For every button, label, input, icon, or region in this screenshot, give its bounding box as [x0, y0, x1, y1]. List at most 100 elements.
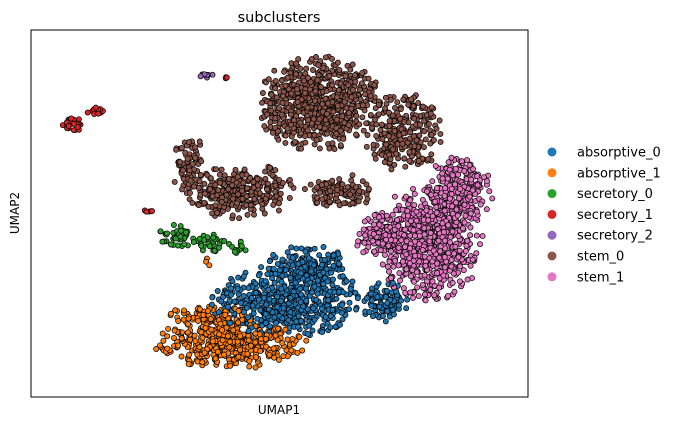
point-stem_0 [333, 116, 340, 123]
point-absorptive_0 [382, 318, 389, 325]
point-stem_0 [356, 121, 363, 128]
point-stem_1 [449, 172, 456, 179]
point-absorptive_0 [307, 279, 314, 286]
point-stem_0 [267, 100, 274, 107]
point-absorptive_0 [382, 294, 389, 300]
point-stem_1 [449, 280, 456, 286]
point-absorptive_0 [226, 297, 233, 304]
legend-label-absorptive_1: absorptive_1 [577, 166, 661, 181]
point-absorptive_1 [165, 325, 172, 332]
point-absorptive_1 [280, 353, 287, 360]
point-stem_0 [400, 130, 407, 137]
point-absorptive_1 [222, 311, 229, 318]
point-absorptive_0 [343, 278, 350, 285]
point-stem_1 [415, 293, 422, 300]
point-stem_1 [396, 270, 403, 277]
point-stem_1 [388, 248, 394, 255]
point-absorptive_0 [311, 245, 318, 252]
point-stem_1 [424, 188, 430, 195]
point-absorptive_0 [337, 321, 343, 328]
point-absorptive_0 [289, 254, 296, 261]
point-stem_0 [315, 72, 322, 79]
point-stem_1 [429, 258, 436, 265]
point-absorptive_0 [280, 305, 287, 312]
point-stem_1 [449, 228, 456, 235]
point-stem_0 [322, 95, 329, 102]
point-absorptive_1 [303, 337, 310, 344]
point-stem_0 [304, 104, 311, 111]
point-stem_0 [314, 77, 321, 84]
point-stem_0 [437, 130, 444, 137]
point-stem_1 [448, 256, 455, 263]
point-stem_0 [382, 94, 389, 101]
point-stem_0 [367, 111, 374, 118]
point-absorptive_0 [330, 263, 337, 269]
point-absorptive_0 [306, 322, 313, 329]
point-stem_0 [287, 181, 294, 188]
point-stem_1 [407, 245, 413, 252]
point-absorptive_0 [398, 297, 405, 304]
point-stem_1 [395, 244, 402, 251]
point-absorptive_0 [245, 314, 252, 321]
point-absorptive_0 [225, 304, 231, 310]
point-stem_1 [454, 212, 461, 219]
point-stem_0 [352, 184, 359, 191]
point-stem_0 [292, 71, 299, 78]
point-stem_1 [429, 213, 436, 220]
point-stem_0 [344, 184, 351, 191]
point-stem_1 [441, 192, 448, 199]
point-stem_1 [473, 208, 480, 215]
point-absorptive_1 [289, 336, 296, 343]
point-stem_0 [349, 200, 356, 207]
point-stem_1 [382, 251, 388, 258]
point-absorptive_1 [217, 320, 224, 327]
point-stem_0 [330, 108, 337, 115]
point-absorptive_0 [403, 305, 410, 312]
point-stem_1 [444, 175, 451, 182]
point-stem_0 [385, 133, 392, 140]
point-stem_1 [429, 178, 436, 185]
point-stem_0 [269, 129, 276, 136]
point-absorptive_0 [269, 275, 276, 282]
point-stem_1 [428, 191, 435, 198]
point-absorptive_0 [297, 285, 304, 292]
point-stem_0 [233, 179, 240, 186]
point-stem_1 [468, 176, 475, 183]
point-stem_0 [308, 120, 315, 127]
point-absorptive_0 [269, 309, 276, 316]
point-absorptive_1 [192, 338, 199, 345]
point-stem_0 [327, 188, 334, 194]
point-stem_1 [408, 273, 414, 280]
point-stem_0 [234, 173, 241, 180]
point-stem_1 [395, 262, 402, 269]
point-secretory_1 [92, 104, 99, 111]
point-stem_1 [360, 226, 367, 233]
point-absorptive_0 [311, 283, 318, 290]
point-stem_1 [442, 264, 448, 271]
point-absorptive_1 [227, 338, 233, 345]
point-stem_0 [353, 131, 359, 138]
point-stem_0 [209, 210, 216, 217]
point-stem_0 [241, 166, 248, 173]
point-stem_1 [457, 185, 464, 192]
point-stem_1 [417, 203, 424, 210]
point-stem_0 [272, 85, 279, 92]
point-stem_1 [467, 232, 474, 239]
point-stem_0 [259, 205, 266, 212]
point-absorptive_1 [185, 321, 191, 328]
point-stem_1 [461, 168, 468, 174]
point-absorptive_0 [339, 301, 345, 308]
point-absorptive_0 [346, 299, 353, 306]
point-absorptive_0 [279, 315, 286, 322]
point-stem_1 [425, 217, 432, 224]
point-stem_1 [451, 250, 458, 257]
point-stem_0 [425, 121, 432, 127]
plot-area-frame [30, 29, 529, 398]
point-stem_1 [449, 203, 456, 210]
point-stem_1 [461, 201, 468, 208]
point-stem_0 [362, 91, 369, 98]
point-absorptive_1 [185, 315, 192, 322]
point-absorptive_0 [227, 320, 234, 327]
point-absorptive_0 [295, 313, 302, 320]
point-absorptive_0 [276, 267, 283, 274]
